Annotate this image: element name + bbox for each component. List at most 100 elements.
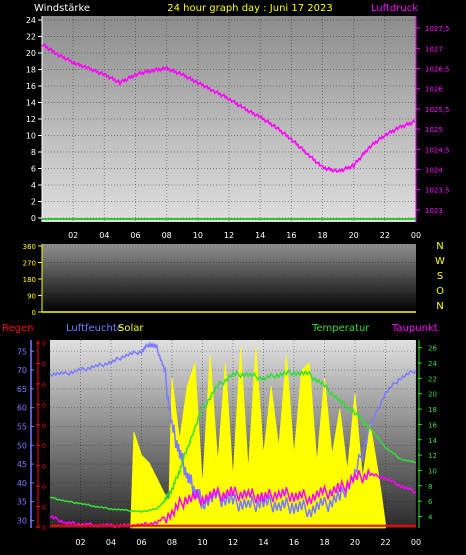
x-tick-label: 02: [75, 538, 85, 547]
temperature-axis-label: Temperatur: [311, 323, 370, 334]
x-tick-label: 06: [130, 231, 140, 240]
x-tick-label: 14: [258, 538, 268, 547]
x-tick-label: 20: [350, 538, 360, 547]
direction-tick-label: 0: [32, 309, 36, 317]
humidity-tick-label: 35: [17, 498, 27, 507]
chart-title: 24 hour graph day : Juni 17 2023: [167, 3, 333, 14]
humidity-tick-label: 70: [17, 366, 27, 375]
x-tick-label: 12: [224, 231, 234, 240]
pressure-tick-label: 1026: [425, 86, 443, 94]
rain-tick-label: 0: [42, 402, 46, 409]
compass-label: N: [436, 301, 443, 312]
humidity-tick-label: 30: [17, 516, 27, 525]
pressure-tick-label: 1026,5: [425, 66, 450, 74]
pressure-tick-label: 1025,5: [425, 106, 450, 114]
x-tick-label: 10: [197, 538, 207, 547]
wind-tick-label: 22: [26, 33, 36, 42]
rain-tick-label: 0: [42, 443, 46, 450]
x-tick-label: 10: [193, 231, 203, 240]
pressure-tick-label: 1024,5: [425, 146, 450, 154]
temperature-series-line: [49, 368, 417, 513]
humidity-tick-label: 75: [17, 347, 27, 356]
rain-tick-label: 0: [42, 382, 46, 389]
x-tick-label: 20: [349, 231, 359, 240]
wind-tick-label: 18: [26, 66, 36, 75]
humidity-tick-label: 40: [17, 479, 27, 488]
wind-tick-label: 24: [26, 16, 36, 25]
dewpoint-axis-label: Taupunkt: [391, 323, 438, 334]
wind-tick-label: 8: [31, 148, 36, 157]
wind-tick-label: 6: [31, 165, 36, 174]
temp-tick-label: 26: [428, 345, 437, 353]
compass-label: S: [437, 271, 443, 282]
temp-tick-label: 6: [428, 498, 433, 506]
temp-tick-label: 22: [428, 375, 437, 383]
pressure-axis-label: Luftdruck: [371, 3, 418, 14]
pressure-tick-label: 1027: [425, 45, 443, 53]
wind-axis-label: Windstärke: [34, 3, 90, 14]
wind-tick-label: 10: [26, 132, 36, 141]
humidity-tick-label: 65: [17, 385, 27, 394]
temp-tick-label: 10: [428, 467, 437, 475]
x-tick-label: 00: [411, 538, 421, 547]
x-tick-label: 22: [380, 538, 390, 547]
temp-tick-label: 24: [428, 360, 437, 368]
rain-tick-label: 0: [42, 484, 46, 491]
pressure-tick-label: 1023: [425, 207, 443, 215]
compass-label: O: [436, 286, 444, 297]
direction-tick-label: 90: [27, 293, 36, 301]
humidity-tick-label: 60: [17, 404, 27, 413]
rain-tick-label: 0: [42, 341, 46, 348]
compass-label: N: [436, 241, 443, 252]
x-tick-label: 04: [99, 231, 109, 240]
wind-direction-plot-area: [42, 244, 416, 312]
temp-tick-label: 4: [428, 513, 433, 521]
wind-tick-label: 16: [26, 82, 36, 91]
x-tick-label: 18: [317, 231, 327, 240]
wind-tick-label: 0: [31, 214, 36, 223]
x-tick-label: 08: [162, 231, 172, 240]
temp-tick-label: 12: [428, 452, 437, 460]
direction-tick-label: 360: [23, 243, 36, 251]
rain-tick-label: 0: [42, 525, 46, 532]
x-tick-label: 02: [68, 231, 78, 240]
wind-pressure-plot-area: [42, 16, 416, 222]
rain-tick-label: 0: [42, 423, 46, 430]
temp-tick-label: 18: [428, 406, 437, 414]
direction-tick-label: 270: [23, 260, 36, 268]
temp-tick-label: 14: [428, 437, 437, 445]
direction-tick-label: 180: [23, 276, 36, 284]
humidity-tick-label: 50: [17, 441, 27, 450]
temp-tick-label: 20: [428, 391, 437, 399]
humidity-tick-label: 55: [17, 422, 27, 431]
x-tick-label: 16: [289, 538, 299, 547]
temp-tick-label: 16: [428, 421, 437, 429]
wind-tick-label: 20: [26, 49, 36, 58]
wind-tick-label: 14: [26, 99, 36, 108]
wind-tick-label: 2: [31, 198, 36, 207]
x-tick-label: 00: [411, 231, 421, 240]
x-tick-label: 08: [167, 538, 177, 547]
pressure-tick-label: 1024: [425, 166, 443, 174]
humidity-series-line: [49, 341, 417, 518]
rain-tick-label: 0: [42, 464, 46, 471]
x-tick-label: 12: [228, 538, 238, 547]
wind-tick-label: 12: [26, 115, 36, 124]
x-tick-label: 22: [380, 231, 390, 240]
rain-axis-label: Regen: [2, 323, 34, 334]
x-tick-label: 18: [319, 538, 329, 547]
x-tick-label: 04: [106, 538, 116, 547]
solar-axis-label: Solar: [118, 323, 144, 334]
wind-tick-label: 4: [31, 181, 36, 190]
x-tick-label: 06: [136, 538, 146, 547]
x-tick-label: 14: [255, 231, 265, 240]
dewpoint-series-line: [49, 467, 417, 529]
pressure-series-line: [41, 43, 416, 174]
compass-label: W: [435, 256, 445, 267]
pressure-tick-label: 1023,5: [425, 187, 450, 195]
humidity-axis-label: Luftfeuchte: [66, 323, 123, 334]
temp-tick-label: 8: [428, 483, 432, 491]
x-tick-label: 16: [286, 231, 296, 240]
